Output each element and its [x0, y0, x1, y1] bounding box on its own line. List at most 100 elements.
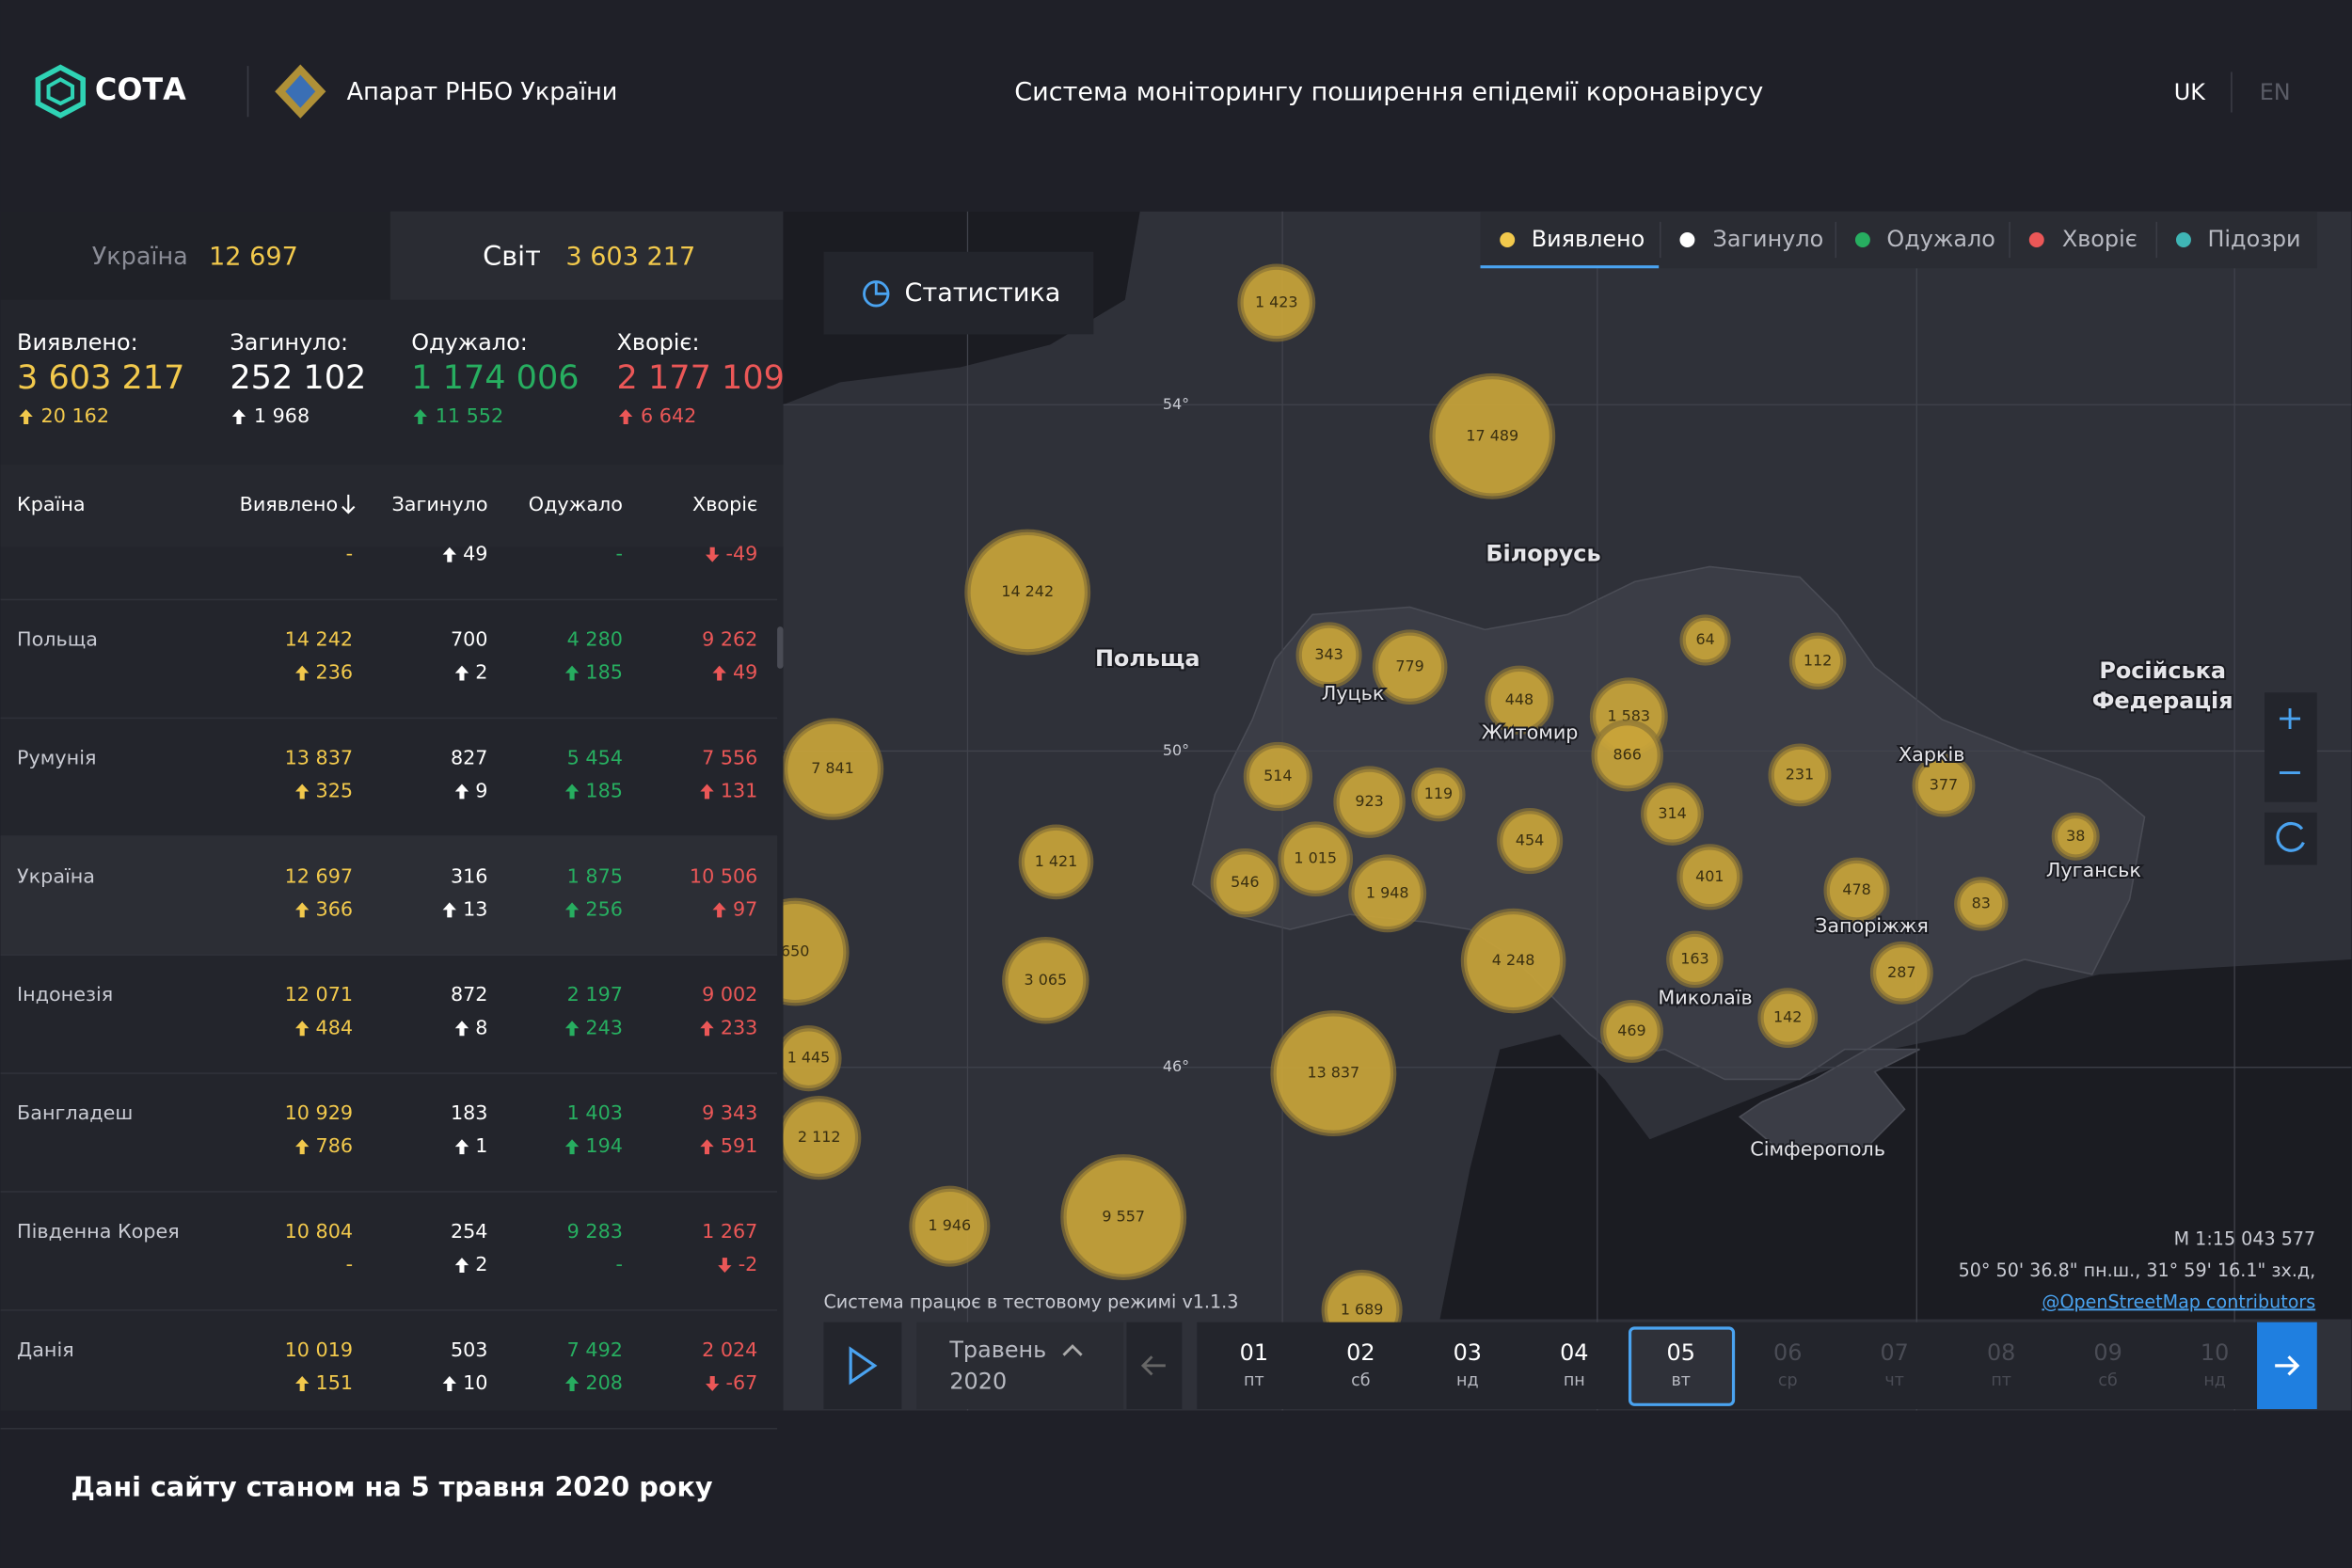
arrow-up — [618, 409, 633, 425]
bubble: 779 — [1372, 629, 1448, 705]
bubble-label: 1 445 — [787, 1049, 831, 1067]
tab-active[interactable] — [389, 211, 784, 300]
bubble: 231 — [1768, 743, 1832, 807]
day-number[interactable]: 04 — [1560, 1339, 1588, 1366]
day-number[interactable]: 02 — [1346, 1339, 1375, 1366]
bubble-label: 866 — [1613, 746, 1642, 764]
legend-label[interactable]: Підозри — [2207, 226, 2300, 252]
place-label: Сімферополь — [1750, 1137, 1885, 1160]
tab[interactable] — [0, 211, 390, 300]
row-selected — [0, 836, 778, 956]
legend-dot — [2175, 232, 2191, 247]
bubble-label: 650 — [781, 942, 809, 959]
day-number[interactable]: 01 — [1240, 1339, 1268, 1366]
place-label: Житомир — [1482, 721, 1579, 743]
arrow-up — [712, 902, 726, 918]
column-header: Виявлено — [240, 493, 338, 515]
scale: М 1:15 043 577 — [2174, 1227, 2316, 1249]
day-selected — [1628, 1326, 1736, 1406]
legend-dot — [2028, 232, 2044, 247]
country: Індонезія — [17, 983, 113, 1006]
bubble-circle — [1270, 1010, 1397, 1137]
change: 591 — [721, 1134, 758, 1157]
bubble-circle — [783, 1025, 842, 1092]
bubble-label: 314 — [1658, 804, 1686, 822]
arrow-up — [454, 1139, 469, 1155]
stats-button[interactable] — [823, 251, 1094, 335]
legend-label[interactable]: Одужало — [1886, 226, 1995, 252]
bubble-circle — [1372, 629, 1448, 705]
bubble-label: 231 — [1786, 765, 1814, 783]
arrow-up — [564, 1021, 580, 1037]
play-button[interactable] — [823, 1322, 902, 1410]
year: 2020 — [949, 1368, 1007, 1394]
country: Польща — [17, 628, 98, 651]
bubble: 1 946 — [909, 1185, 991, 1267]
change: 208 — [585, 1371, 623, 1394]
bubble-label: 4 248 — [1492, 951, 1535, 969]
bubble-label: 13 837 — [1307, 1064, 1359, 1082]
bubble: 1 445 — [783, 1025, 842, 1092]
place-label: Харків — [1899, 743, 1964, 766]
change: 786 — [316, 1134, 354, 1157]
bubble: 142 — [1757, 988, 1819, 1048]
bubble: 112 — [1788, 632, 1847, 690]
arrow-up — [442, 546, 456, 562]
bubble-label: 17 489 — [1466, 426, 1518, 444]
bubble: 377 — [1912, 753, 1976, 817]
day-weekday: пт — [1244, 1371, 1264, 1390]
bubble-label: 64 — [1695, 630, 1714, 648]
place-label: Польща — [1095, 645, 1200, 672]
sort-icon — [342, 494, 356, 515]
legend-dot — [1500, 232, 1516, 247]
month-picker[interactable] — [916, 1322, 1124, 1410]
day-number[interactable]: 07 — [1880, 1339, 1908, 1366]
legend-dot — [1854, 232, 1870, 247]
bubble-circle — [1869, 941, 1933, 1005]
footer-note: Дані сайту станом на 5 травня 2020 року — [71, 1471, 712, 1503]
country: Україна — [17, 864, 95, 887]
bubble: 514 — [1243, 741, 1313, 812]
day-number[interactable]: 08 — [1987, 1339, 2015, 1366]
value: 10 804 — [285, 1220, 353, 1243]
zoom-out[interactable]: − — [2276, 752, 2303, 791]
zoom-in[interactable]: + — [2276, 699, 2303, 737]
place-label: Миколаїв — [1658, 986, 1752, 1008]
arrow-up — [712, 665, 726, 681]
value: 316 — [451, 864, 488, 887]
left-panel — [0, 211, 784, 1411]
summary-change: 6 642 — [641, 404, 696, 427]
stats-button-label: Статистика — [905, 278, 1061, 308]
bubble: 448 — [1485, 665, 1554, 735]
day-weekday: вт — [1671, 1371, 1691, 1390]
arrow-up — [564, 665, 580, 681]
arrow-up — [295, 1139, 310, 1155]
change: 8 — [475, 1016, 487, 1038]
change: 256 — [585, 897, 623, 920]
bubble-label: 478 — [1842, 880, 1870, 898]
bubble-circle — [1591, 719, 1663, 792]
change: - — [615, 543, 622, 565]
change: 151 — [316, 1371, 354, 1394]
day-number[interactable]: 10 — [2201, 1339, 2229, 1366]
legend-label[interactable]: Виявлено — [1532, 226, 1645, 252]
refresh-button[interactable] — [2265, 812, 2317, 865]
day-number[interactable]: 09 — [2093, 1339, 2122, 1366]
value: 12 697 — [285, 864, 353, 887]
change: 49 — [733, 661, 757, 684]
day-weekday: пт — [1991, 1371, 2011, 1390]
legend-label[interactable]: Хворіє — [2062, 226, 2137, 252]
arrow-up — [564, 902, 580, 918]
day-number[interactable]: 06 — [1773, 1339, 1802, 1366]
day-weekday: нд — [2203, 1371, 2226, 1390]
summary-change: 20 162 — [41, 404, 109, 427]
day-number[interactable]: 03 — [1454, 1339, 1482, 1366]
arrow-down — [718, 1258, 732, 1274]
bubble-circle — [1002, 937, 1089, 1024]
legend-label[interactable]: Загинуло — [1713, 226, 1824, 252]
day-number[interactable]: 05 — [1667, 1339, 1695, 1366]
change: 243 — [585, 1016, 623, 1038]
arrow-up — [454, 665, 469, 681]
bubble-circle — [783, 1096, 862, 1180]
